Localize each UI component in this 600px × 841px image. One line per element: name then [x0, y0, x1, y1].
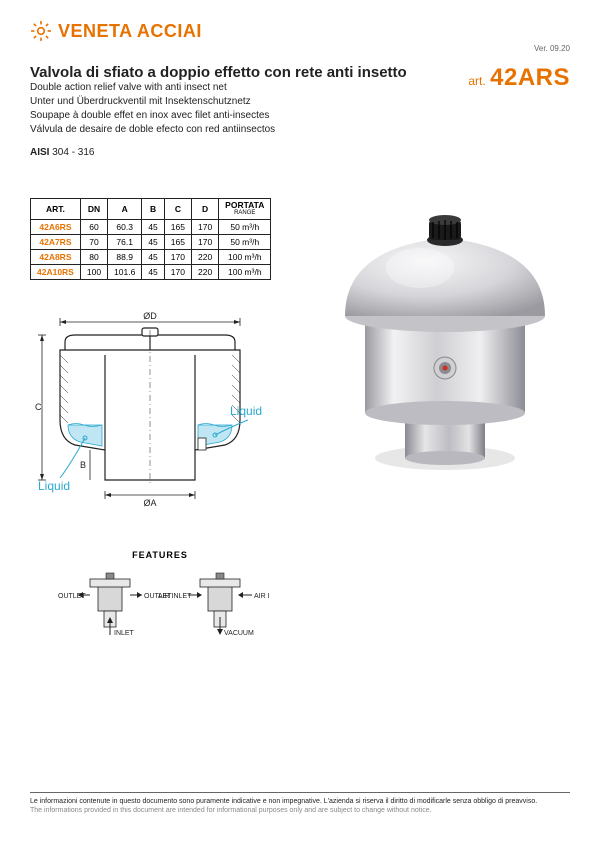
features-section: FEATURES [30, 550, 290, 643]
product-photo [310, 198, 570, 478]
subtitle-fr: Soupape à double effet en inox avec file… [30, 109, 407, 123]
spec-table: ART. DN A B C D PORTATARANGE 42A6RS6060.… [30, 198, 271, 280]
gear-icon [30, 20, 52, 42]
subtitle-de: Unter und Überdruckventil mit Insektensc… [30, 95, 407, 109]
svg-text:ØD: ØD [143, 311, 157, 321]
table-row: 42A8RS8088.945170220100 m³/h [31, 249, 271, 264]
svg-text:AIR INLET: AIR INLET [254, 593, 270, 600]
svg-text:INLET: INLET [114, 630, 135, 637]
subtitle-en: Double action relief valve with anti ins… [30, 81, 407, 95]
article-code: art. 42ARS [468, 64, 570, 92]
disclaimer-footer: Le informazioni contenute in questo docu… [30, 792, 570, 815]
svg-text:VACUUM: VACUUM [224, 630, 254, 637]
svg-text:B: B [80, 460, 86, 470]
table-row: 42A7RS7076.14516517050 m³/h [31, 234, 271, 249]
svg-text:OUTLET: OUTLET [58, 593, 86, 600]
svg-text:AIR INLET: AIR INLET [158, 593, 192, 600]
version-label: Ver. 09.20 [534, 44, 570, 53]
cross-section-diagram: ØD [30, 310, 270, 530]
svg-text:Liquid: Liquid [230, 404, 262, 418]
svg-text:C: C [35, 402, 42, 412]
material-spec: AISI 304 - 316 [30, 147, 407, 158]
svg-text:Liquid: Liquid [38, 479, 70, 493]
subtitle-es: Válvula de desaire de doble efecto con r… [30, 123, 407, 137]
table-row: 42A6RS6060.34516517050 m³/h [31, 219, 271, 234]
features-diagram: OUTLET OUTLET INLET [50, 568, 270, 638]
svg-text:ØA: ØA [143, 498, 156, 508]
brand-logo: VENETA ACCIAI [30, 20, 570, 42]
table-row: 42A10RS100101.645170220100 m³/h [31, 264, 271, 279]
table-header-row: ART. DN A B C D PORTATARANGE [31, 199, 271, 220]
brand-name: VENETA ACCIAI [58, 21, 202, 42]
page-title: Valvola di sfiato a doppio effetto con r… [30, 64, 407, 81]
